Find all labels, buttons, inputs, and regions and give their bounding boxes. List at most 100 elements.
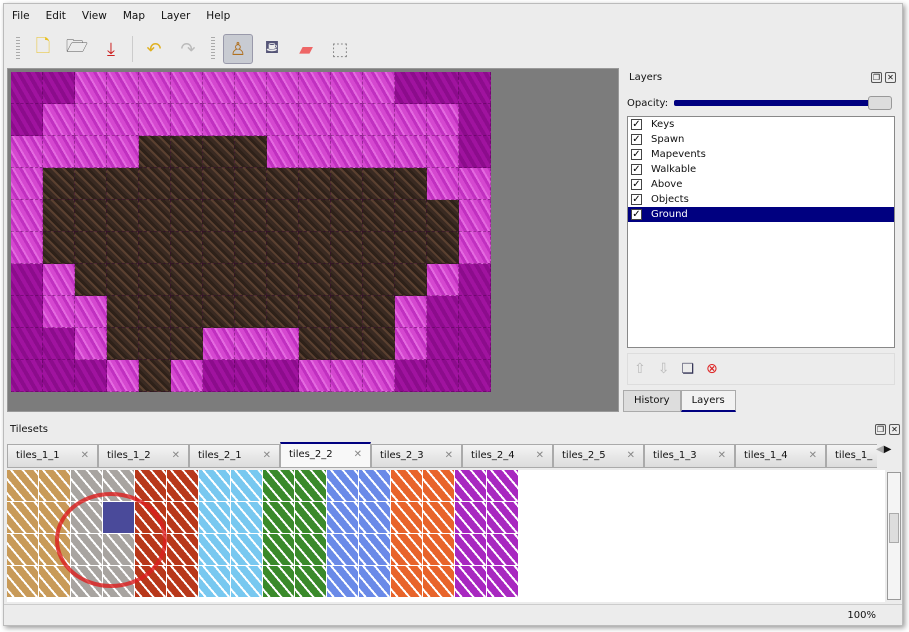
map-tile[interactable] xyxy=(11,72,43,104)
map-tile[interactable] xyxy=(395,296,427,328)
map-tile[interactable] xyxy=(75,296,107,328)
map-tile[interactable] xyxy=(395,328,427,360)
close-tab-icon[interactable]: ✕ xyxy=(353,449,362,460)
map-tile[interactable] xyxy=(267,104,299,136)
layer-row[interactable]: ✓ Mapevents xyxy=(628,147,894,162)
menu-help[interactable]: Help xyxy=(206,10,231,22)
map-tile[interactable] xyxy=(75,104,107,136)
map-tile[interactable] xyxy=(363,200,395,232)
map-tile[interactable] xyxy=(235,360,267,392)
tileset-tab[interactable]: tiles_2_4 ✕ xyxy=(462,444,553,468)
map-tile[interactable] xyxy=(43,200,75,232)
map-tile[interactable] xyxy=(363,136,395,168)
map-tile[interactable] xyxy=(299,328,331,360)
map-tile[interactable] xyxy=(267,296,299,328)
map-tile[interactable] xyxy=(331,360,363,392)
tileset-tile[interactable] xyxy=(263,470,295,502)
map-tile[interactable] xyxy=(107,136,139,168)
tileset-tile[interactable] xyxy=(7,566,39,598)
map-tile[interactable] xyxy=(43,264,75,296)
redo-button[interactable]: ↷ xyxy=(173,34,203,64)
map-tile[interactable] xyxy=(171,360,203,392)
close-tab-icon[interactable]: ✕ xyxy=(444,450,453,461)
map-tile[interactable] xyxy=(107,328,139,360)
map-tile[interactable] xyxy=(459,360,491,392)
map-tile[interactable] xyxy=(139,136,171,168)
map-tile[interactable] xyxy=(171,328,203,360)
tileset-tile[interactable] xyxy=(231,470,263,502)
layer-row[interactable]: ✓ Objects xyxy=(628,192,894,207)
tileset-tile[interactable] xyxy=(487,534,519,566)
map-tile[interactable] xyxy=(331,328,363,360)
map-tile[interactable] xyxy=(459,264,491,296)
map-tile[interactable] xyxy=(299,104,331,136)
map-tile[interactable] xyxy=(139,328,171,360)
tileset-tile[interactable] xyxy=(327,470,359,502)
map-tile[interactable] xyxy=(427,264,459,296)
close-tab-icon[interactable]: ✕ xyxy=(717,450,726,461)
map-tile[interactable] xyxy=(203,328,235,360)
tileset-tile[interactable] xyxy=(295,502,327,534)
tileset-tile[interactable] xyxy=(167,566,199,598)
map-tile[interactable] xyxy=(299,232,331,264)
tileset-tile[interactable] xyxy=(359,566,391,598)
map-view[interactable] xyxy=(7,68,619,412)
map-tile[interactable] xyxy=(331,232,363,264)
map-tile[interactable] xyxy=(363,328,395,360)
tileset-tab[interactable]: tiles_2_3 ✕ xyxy=(371,444,462,468)
map-tile[interactable] xyxy=(331,72,363,104)
layer-row[interactable]: ✓ Spawn xyxy=(628,132,894,147)
map-tile[interactable] xyxy=(11,104,43,136)
map-tile[interactable] xyxy=(459,200,491,232)
map-tile[interactable] xyxy=(427,104,459,136)
tileset-tile[interactable] xyxy=(487,566,519,598)
map-tile[interactable] xyxy=(43,328,75,360)
tileset-tile[interactable] xyxy=(263,502,295,534)
tileset-tab[interactable]: tiles_1_4 ✕ xyxy=(735,444,826,468)
map-tile[interactable] xyxy=(203,104,235,136)
map-tile[interactable] xyxy=(427,328,459,360)
map-tile[interactable] xyxy=(75,72,107,104)
map-tile[interactable] xyxy=(459,104,491,136)
menu-map[interactable]: Map xyxy=(122,10,146,22)
map-tile[interactable] xyxy=(11,264,43,296)
tileset-tile[interactable] xyxy=(295,470,327,502)
tileset-tile[interactable] xyxy=(167,470,199,502)
map-tile[interactable] xyxy=(459,232,491,264)
close-icon[interactable]: ✕ xyxy=(885,72,896,83)
map-tile[interactable] xyxy=(427,200,459,232)
map-tile[interactable] xyxy=(171,264,203,296)
map-tile[interactable] xyxy=(107,104,139,136)
slider-handle[interactable] xyxy=(868,96,892,110)
tileset-tile[interactable] xyxy=(455,470,487,502)
map-tile[interactable] xyxy=(235,264,267,296)
tab-scroll-arrows[interactable]: ◀▶ xyxy=(876,444,891,455)
map-tile[interactable] xyxy=(395,104,427,136)
lower-layer-icon[interactable]: ⇩ xyxy=(657,361,670,377)
tileset-tile[interactable] xyxy=(391,534,423,566)
map-tile[interactable] xyxy=(203,72,235,104)
map-tile[interactable] xyxy=(107,296,139,328)
map-tile[interactable] xyxy=(363,72,395,104)
close-icon[interactable]: ✕ xyxy=(889,424,900,435)
rect-select-button[interactable]: ⬚ xyxy=(325,34,355,64)
map-tile[interactable] xyxy=(235,328,267,360)
float-icon[interactable]: ❐ xyxy=(875,424,886,435)
map-tile[interactable] xyxy=(459,168,491,200)
tileset-tile[interactable] xyxy=(423,502,455,534)
map-tile[interactable] xyxy=(11,136,43,168)
opacity-slider[interactable] xyxy=(674,96,892,110)
map-tile[interactable] xyxy=(139,168,171,200)
map-tile[interactable] xyxy=(235,232,267,264)
map-tile[interactable] xyxy=(11,360,43,392)
close-tab-icon[interactable]: ✕ xyxy=(535,450,544,461)
map-tile[interactable] xyxy=(75,264,107,296)
tileset-tile[interactable] xyxy=(391,470,423,502)
tileset-tile[interactable] xyxy=(423,534,455,566)
map-tile[interactable] xyxy=(43,296,75,328)
map-tile[interactable] xyxy=(267,360,299,392)
tileset-tile[interactable] xyxy=(199,534,231,566)
tileset-tile[interactable] xyxy=(167,502,199,534)
map-tile[interactable] xyxy=(75,328,107,360)
tileset-tile[interactable] xyxy=(487,470,519,502)
